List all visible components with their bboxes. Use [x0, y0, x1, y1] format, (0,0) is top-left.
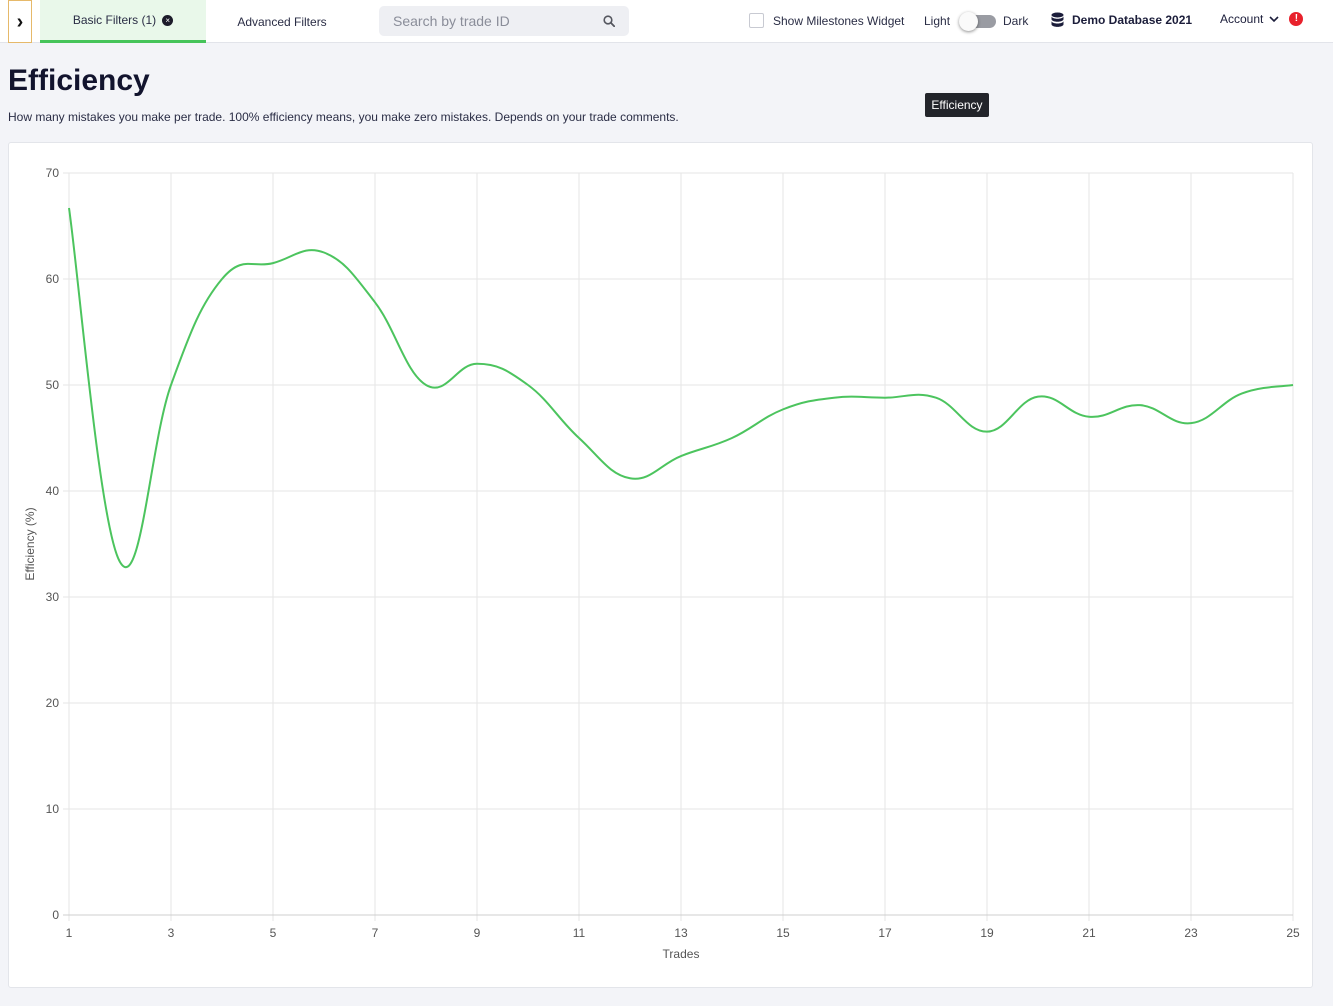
data-point[interactable] [1084, 412, 1094, 422]
page-description: How many mistakes you make per trade. 10… [8, 110, 679, 124]
account-menu[interactable]: Account ! [1220, 12, 1304, 26]
data-point[interactable] [778, 404, 788, 414]
x-tick-label: 17 [878, 926, 892, 940]
data-point[interactable] [1033, 392, 1043, 402]
alert-icon[interactable]: ! [1289, 12, 1304, 26]
theme-light-label: Light [924, 14, 951, 28]
x-tick-label: 23 [1184, 926, 1198, 940]
database-label: Demo Database 2021 [1072, 13, 1193, 27]
x-axis-title: Trades [663, 947, 700, 961]
data-point[interactable] [421, 380, 431, 390]
data-point[interactable] [1186, 418, 1196, 428]
efficiency-series-line [68, 207, 1294, 569]
database-selector[interactable]: Demo Database 2021 [1051, 12, 1192, 28]
data-point[interactable] [268, 258, 278, 268]
data-point[interactable] [64, 203, 74, 213]
expand-sidebar-button[interactable]: › [8, 0, 32, 43]
x-tick-label: 11 [573, 926, 586, 940]
theme-dark-label: Dark [1003, 14, 1029, 28]
chevron-right-icon: › [16, 10, 24, 33]
tab-advanced-filters-label: Advanced Filters [237, 14, 327, 29]
top-bar: › Basic Filters (1) × Advanced Filters S… [0, 0, 1333, 43]
data-point[interactable] [1135, 400, 1145, 410]
database-icon [1051, 12, 1064, 27]
x-tick-label: 5 [270, 926, 277, 940]
x-tick-label: 9 [474, 926, 481, 940]
y-tick-label: 40 [46, 484, 60, 498]
x-tick-label: 25 [1286, 926, 1300, 940]
y-tick-label: 60 [46, 272, 60, 286]
data-point[interactable] [319, 248, 329, 258]
theme-toggle[interactable] [957, 12, 996, 31]
y-axis-title: Efficiency (%) [23, 507, 37, 580]
tooltip: Efficiency [925, 93, 989, 117]
y-tick-label: 10 [46, 802, 60, 816]
data-point[interactable] [982, 427, 992, 437]
x-tick-label: 15 [776, 926, 790, 940]
search-input[interactable] [379, 6, 599, 36]
data-point[interactable] [166, 380, 176, 390]
milestones-widget-toggle: Show Milestones Widget [749, 13, 904, 28]
y-tick-label: 0 [52, 908, 59, 922]
search-icon[interactable] [603, 15, 615, 27]
data-point[interactable] [574, 433, 584, 443]
data-point[interactable] [1288, 380, 1298, 390]
clear-filter-icon[interactable]: × [162, 14, 174, 26]
x-tick-label: 13 [674, 926, 688, 940]
data-point[interactable] [217, 274, 227, 284]
data-point[interactable] [370, 297, 380, 307]
y-tick-label: 70 [46, 166, 60, 180]
data-point[interactable] [676, 451, 686, 461]
x-tick-label: 3 [168, 926, 175, 940]
milestones-label: Show Milestones Widget [773, 13, 905, 28]
x-tick-label: 1 [66, 926, 73, 940]
y-tick-label: 20 [46, 696, 60, 710]
milestones-checkbox[interactable] [749, 13, 764, 28]
x-tick-label: 7 [372, 926, 379, 940]
data-point[interactable] [727, 433, 737, 443]
search-box [379, 6, 629, 36]
tab-basic-filters[interactable]: Basic Filters (1) × [40, 0, 206, 43]
page-title: Efficiency [8, 64, 150, 97]
chevron-down-icon [1269, 15, 1279, 22]
data-point[interactable] [523, 380, 533, 390]
data-point[interactable] [472, 359, 482, 369]
x-tick-label: 21 [1082, 926, 1096, 940]
account-label: Account [1220, 12, 1264, 26]
data-point[interactable] [931, 393, 941, 403]
data-point[interactable] [625, 473, 635, 483]
theme-toggle-knob [959, 12, 978, 31]
x-tick-label: 19 [980, 926, 994, 940]
y-tick-label: 30 [46, 590, 60, 604]
data-point[interactable] [829, 393, 839, 403]
data-point[interactable] [1237, 388, 1247, 398]
efficiency-chart-card: 0 10 20 30 40 50 60 70 1 3 5 7 9 11 13 15 17 19 21 23 25 Trad… [8, 142, 1313, 988]
data-point[interactable] [880, 393, 890, 403]
tab-basic-filters-label: Basic Filters (1) [72, 13, 157, 27]
tab-advanced-filters[interactable]: Advanced Filters [222, 0, 342, 43]
data-point[interactable] [115, 557, 125, 567]
y-tick-label: 50 [46, 378, 60, 392]
